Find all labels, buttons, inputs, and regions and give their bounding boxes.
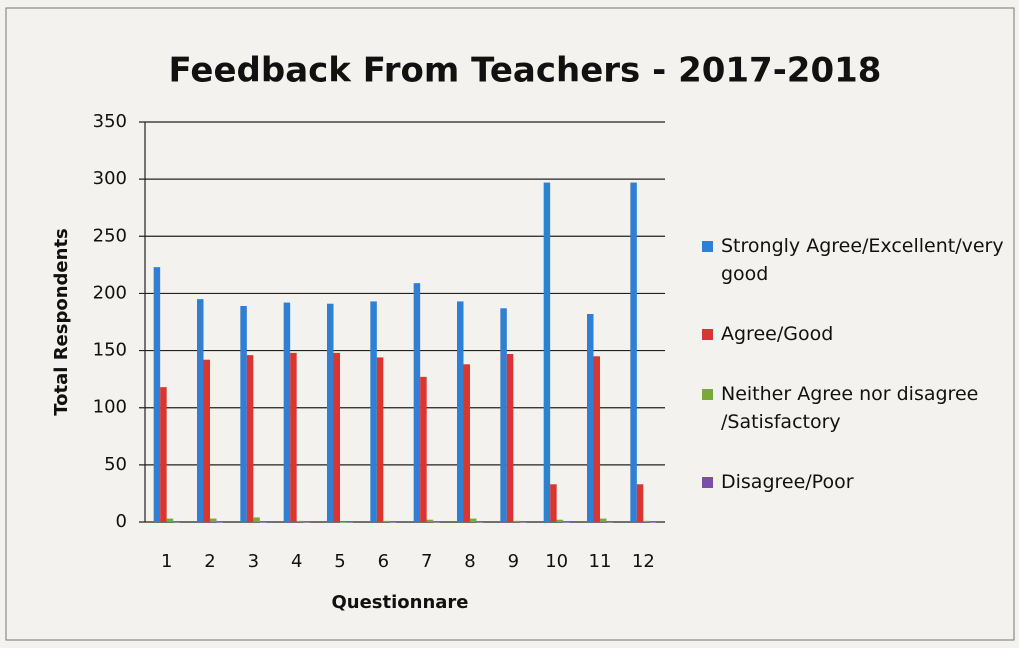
bar <box>413 283 421 522</box>
bar <box>587 314 594 522</box>
legend-item: Disagree/Poor <box>702 468 1012 496</box>
bar <box>166 518 174 522</box>
bar <box>470 518 477 522</box>
x-tick-label: 6 <box>378 551 389 572</box>
bar <box>643 520 650 522</box>
bar <box>593 356 600 522</box>
bar <box>500 308 507 522</box>
y-tick-label: 250 <box>93 225 127 246</box>
y-tick-label: 350 <box>93 111 127 132</box>
x-tick-label: 2 <box>204 551 215 572</box>
x-tick-label: 7 <box>421 551 432 572</box>
bar <box>506 354 514 522</box>
bar <box>556 519 564 522</box>
legend-swatch <box>702 477 713 488</box>
legend-item: Neither Agree nor disagree /Satisfactory <box>702 380 1012 436</box>
legend-swatch <box>702 329 713 340</box>
x-axis-label: Questionnare <box>331 592 468 613</box>
y-tick-label: 0 <box>116 511 127 532</box>
y-tick-label: 200 <box>93 282 127 303</box>
bar <box>476 522 483 523</box>
legend: Strongly Agree/Excellent/very good Agree/… <box>702 232 1012 528</box>
bar <box>519 522 527 523</box>
bar <box>203 359 210 522</box>
bar <box>160 387 167 522</box>
bar <box>197 299 204 522</box>
y-tick-label: 50 <box>104 454 127 475</box>
bar <box>563 522 570 523</box>
x-tick-label: 4 <box>291 551 302 572</box>
bar <box>630 182 637 523</box>
bar <box>216 522 223 523</box>
bar <box>376 357 384 522</box>
bar <box>649 522 657 523</box>
chart-title: Feedback From Teachers - 2017-2018 <box>169 51 882 91</box>
bar <box>246 355 254 522</box>
x-tick-label: 8 <box>464 551 475 572</box>
bar <box>173 522 180 523</box>
bar <box>606 522 613 523</box>
bar <box>370 301 377 522</box>
legend-item: Agree/Good <box>702 320 1012 348</box>
bar <box>543 182 551 523</box>
legend-label: Agree/Good <box>721 323 834 345</box>
legend-item: Strongly Agree/Excellent/very good <box>702 232 1012 288</box>
bar <box>389 522 397 523</box>
bar <box>463 364 470 522</box>
x-tick-label: 12 <box>632 551 655 572</box>
y-tick-label: 300 <box>93 168 127 189</box>
bar <box>340 522 347 523</box>
bar <box>253 517 260 522</box>
x-tick-label: 10 <box>545 551 568 572</box>
bar <box>259 522 267 523</box>
bar <box>420 376 427 522</box>
bar <box>600 518 607 522</box>
legend-swatch <box>702 241 713 252</box>
x-tick-label: 9 <box>508 551 519 572</box>
bar <box>240 306 247 522</box>
legend-label: Disagree/Poor <box>721 471 854 493</box>
bar <box>333 352 340 522</box>
legend-label: Strongly Agree/Excellent/very good <box>721 235 1004 285</box>
bar <box>433 522 440 523</box>
bar <box>283 302 291 522</box>
bar <box>210 518 217 522</box>
bar <box>383 520 390 522</box>
y-axis-label: Total Respondents <box>51 228 72 416</box>
x-tick-label: 5 <box>334 551 345 572</box>
legend-swatch <box>702 389 713 400</box>
bar <box>457 301 464 522</box>
x-tick-label: 1 <box>161 551 172 572</box>
bar <box>153 267 161 522</box>
bar <box>426 519 434 522</box>
bar <box>303 522 310 523</box>
y-tick-label: 150 <box>93 340 127 361</box>
bar <box>346 522 353 523</box>
x-tick-label: 11 <box>589 551 612 572</box>
bar <box>513 520 520 522</box>
bar <box>290 352 297 522</box>
bar <box>636 484 644 522</box>
frame <box>5 7 1015 641</box>
x-tick-label: 3 <box>248 551 259 572</box>
legend-label: Neither Agree nor disagree /Satisfactory <box>721 383 979 433</box>
bar <box>296 520 304 522</box>
bar <box>327 303 334 522</box>
bar <box>550 484 557 522</box>
y-tick-label: 100 <box>93 397 127 418</box>
